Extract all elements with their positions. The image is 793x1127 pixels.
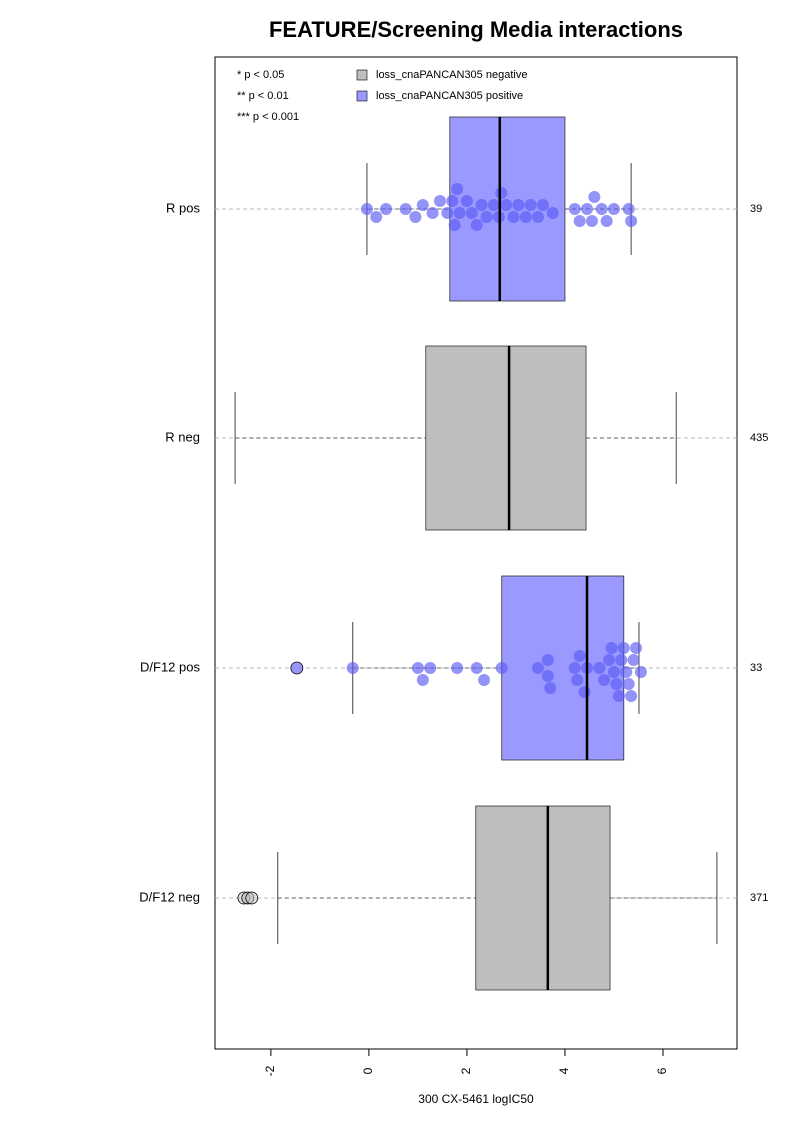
plot-frame	[214, 56, 738, 1050]
swarm-point	[581, 203, 594, 215]
swarm-point	[541, 654, 554, 666]
group-count: 39	[750, 203, 762, 215]
swarm-point	[460, 195, 473, 207]
legend-label: loss_cnaPANCAN305 positive	[376, 90, 523, 102]
swarm-point	[519, 211, 532, 223]
swarm-point	[360, 203, 373, 215]
swarm-point	[622, 678, 635, 690]
swarm-point	[607, 666, 620, 678]
swarm-point	[487, 199, 500, 211]
swarm-point	[480, 211, 493, 223]
swarm-point	[470, 662, 483, 674]
swarm-point	[478, 674, 491, 686]
swarm-point	[607, 203, 620, 215]
group-count: 435	[750, 432, 768, 444]
group-count: 33	[750, 662, 762, 674]
swarm-point	[593, 662, 606, 674]
swarm-point	[585, 215, 598, 227]
swarm-point	[600, 215, 613, 227]
box	[501, 575, 625, 761]
swarm-point	[625, 215, 638, 227]
swarm-point	[451, 662, 464, 674]
legend-swatch	[356, 69, 368, 81]
swarm-point	[630, 642, 643, 654]
swarm-point	[610, 678, 623, 690]
swarm-point	[573, 215, 586, 227]
p-value-note: *** p < 0.001	[237, 111, 299, 123]
swarm-point	[470, 219, 483, 231]
swarm-point	[627, 654, 640, 666]
swarm-point	[380, 203, 393, 215]
swarm-point	[416, 674, 429, 686]
group-label: D/F12 neg	[139, 889, 200, 904]
swarm-point	[634, 666, 647, 678]
swarm-point	[495, 187, 508, 199]
swarm-point	[399, 203, 412, 215]
x-tick-label: -2	[263, 1065, 277, 1076]
swarm-point	[571, 674, 584, 686]
x-tick-label: 6	[655, 1067, 669, 1074]
swarm-point	[536, 199, 549, 211]
swarm-point	[512, 199, 525, 211]
swarm-point	[595, 203, 608, 215]
swarm-point	[424, 662, 437, 674]
x-tick-label: 2	[459, 1067, 473, 1074]
swarm-point	[622, 203, 635, 215]
outlier	[245, 891, 259, 905]
swarm-point	[588, 191, 601, 203]
group-label: R neg	[165, 429, 200, 444]
swarm-point	[500, 199, 513, 211]
x-tick-label: 0	[361, 1067, 375, 1074]
p-value-note: * p < 0.05	[237, 69, 284, 81]
swarm-point	[426, 207, 439, 219]
swarm-point	[612, 690, 625, 702]
swarm-point	[578, 686, 591, 698]
swarm-point	[598, 674, 611, 686]
x-axis-label: 300 CX-5461 logIC50	[418, 1092, 534, 1106]
swarm-point	[475, 199, 488, 211]
swarm-point	[524, 199, 537, 211]
swarm-point	[453, 207, 466, 219]
swarm-point	[625, 690, 638, 702]
swarm-point	[544, 682, 557, 694]
legend-swatch	[356, 90, 368, 102]
swarm-point	[446, 195, 459, 207]
box	[425, 345, 587, 531]
swarm-point	[409, 211, 422, 223]
group-count: 371	[750, 892, 768, 904]
swarm-point	[568, 662, 581, 674]
swarm-point	[615, 654, 628, 666]
x-tick-label: 4	[557, 1067, 571, 1074]
swarm-point	[605, 642, 618, 654]
swarm-point	[416, 199, 429, 211]
swarm-point	[465, 207, 478, 219]
swarm-point	[370, 211, 383, 223]
swarm-point	[568, 203, 581, 215]
swarm-point	[532, 211, 545, 223]
swarm-point	[433, 195, 446, 207]
swarm-point	[620, 666, 633, 678]
swarm-point	[451, 183, 464, 195]
box	[475, 805, 611, 991]
outlier	[290, 661, 304, 675]
swarm-point	[346, 662, 359, 674]
swarm-point	[448, 219, 461, 231]
swarm-point	[441, 207, 454, 219]
swarm-point	[495, 662, 508, 674]
swarm-point	[411, 662, 424, 674]
chart-title: FEATURE/Screening Media interactions	[269, 17, 683, 42]
swarm-point	[532, 662, 545, 674]
p-value-note: ** p < 0.01	[237, 90, 289, 102]
swarm-point	[617, 642, 630, 654]
group-label: R pos	[166, 200, 200, 215]
swarm-point	[573, 650, 586, 662]
legend-label: loss_cnaPANCAN305 negative	[376, 69, 527, 81]
swarm-point	[546, 207, 559, 219]
swarm-point	[541, 670, 554, 682]
group-label: D/F12 pos	[140, 659, 200, 674]
swarm-point	[507, 211, 520, 223]
swarm-point	[603, 654, 616, 666]
